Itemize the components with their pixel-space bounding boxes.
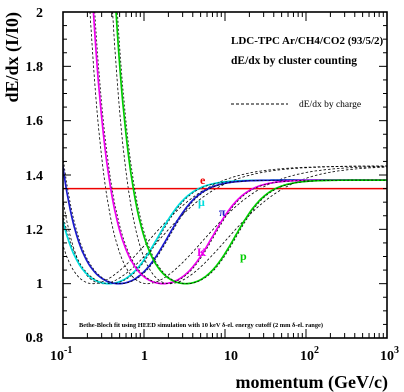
chart-title: LDC-TPC Ar/CH4/CO2 (93/5/2) <box>231 35 383 47</box>
charge-curve <box>112 12 387 285</box>
fit-curve <box>63 153 387 285</box>
x-tick-label: 1 <box>141 349 148 364</box>
charge-curve <box>63 165 387 285</box>
x-tick-label: 10 <box>224 349 238 364</box>
y-tick-label: 1.4 <box>26 169 44 184</box>
axis-ticks <box>62 11 388 339</box>
x-axis-label: momentum (GeV/c) <box>236 372 388 392</box>
fit-curve <box>63 179 387 285</box>
footnote: Bethe-Bloch fit using HEED simulation wi… <box>79 322 323 329</box>
x-tick-label: 10-1 <box>50 345 72 364</box>
y-tick-label: 1 <box>36 277 43 292</box>
x-tick-labels: 10-1 1 10 102 103 <box>50 345 399 364</box>
series-line <box>63 179 387 285</box>
y-tick-labels: 0.8 1 1.2 1.4 1.6 1.8 2 <box>26 6 44 346</box>
x-tick-label: 102 <box>300 345 319 364</box>
chart-subtitle: dE/dx by cluster counting <box>231 55 357 67</box>
series-label-k: K <box>197 245 207 259</box>
series-label-e: e <box>200 173 206 187</box>
y-tick-label: 1.8 <box>26 60 44 75</box>
y-tick-label: 2 <box>36 6 43 21</box>
y-tick-label: 1.2 <box>26 223 44 238</box>
curves-layer <box>63 12 387 285</box>
y-tick-label: 0.8 <box>26 331 44 346</box>
legend-dashed-label: dE/dx by charge <box>299 100 361 110</box>
series-label-pi: π <box>219 205 226 219</box>
series-label-mu: μ <box>198 195 205 209</box>
series-label-p: p <box>240 249 247 263</box>
y-tick-label: 1.6 <box>26 114 44 129</box>
curve-labels: e μ π K p <box>197 173 247 263</box>
y-axis-label: dE/dx (I/I0) <box>2 12 23 103</box>
fit-curve <box>117 12 387 285</box>
x-tick-label: 103 <box>380 345 399 364</box>
